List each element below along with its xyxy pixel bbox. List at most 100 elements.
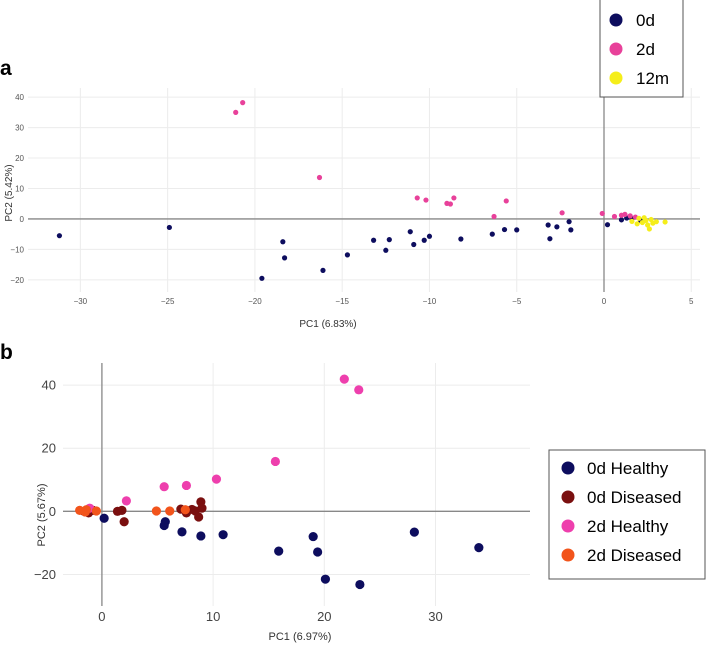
legend-marker-12m	[609, 71, 623, 85]
data-point-12m	[629, 218, 635, 224]
legend-marker-2d-diseased	[561, 548, 575, 562]
legend-label-0d-healthy: 0d Healthy	[587, 459, 669, 478]
panel-a-x-ticks: −30 −25 −20 −15 −10 −5 0 5	[74, 297, 694, 306]
data-point-0d-healthy	[160, 517, 170, 527]
data-point-0d	[259, 275, 265, 281]
data-point-2d-diseased	[81, 505, 91, 515]
data-point-12m	[641, 215, 647, 221]
x-tick-label: −30	[74, 297, 88, 306]
data-point-0d	[280, 239, 286, 245]
y-tick-label: 20	[42, 441, 56, 456]
x-tick-label: 20	[317, 609, 331, 624]
panel-b-y-ticks: −20 0 20 40	[34, 378, 56, 582]
y-tick-label: 20	[15, 154, 24, 163]
legend-label-0d: 0d	[636, 11, 655, 30]
y-tick-label: 0	[49, 504, 56, 519]
data-point-0d-diseased	[119, 517, 129, 527]
data-point-0d	[618, 217, 625, 223]
data-point-0d	[568, 227, 574, 233]
x-tick-label: 5	[689, 297, 694, 306]
data-point-0d	[281, 255, 288, 261]
data-point-2d-healthy	[181, 480, 192, 491]
data-point-0d	[407, 229, 413, 235]
legend-marker-2d-healthy	[561, 519, 575, 533]
panel-b-y-axis-label: PC2 (5.67%)	[36, 484, 48, 547]
data-point-12m	[662, 219, 668, 225]
data-point-2d-healthy	[121, 496, 131, 506]
panel-b-points	[75, 374, 484, 590]
data-point-0d	[547, 236, 553, 242]
panel-b-grid	[63, 363, 530, 606]
data-point-0d	[501, 226, 508, 233]
panel-b-scatter-plot: b 0 10 20 30 −20 0 20 40 PC1 (6.97%) PC2 (5.67…	[0, 341, 706, 643]
x-tick-label: −15	[335, 297, 349, 306]
y-tick-label: −20	[34, 567, 56, 582]
panel-b-legend: 0d Healthy 0d Diseased 2d Healthy 2d Diseas…	[548, 449, 706, 580]
x-tick-label: −25	[161, 297, 175, 306]
panel-b-legend-box	[548, 449, 706, 580]
data-point-0d-diseased	[117, 505, 127, 515]
y-tick-label: 40	[15, 93, 24, 102]
data-point-2d	[447, 201, 453, 207]
legend-marker-2d	[609, 42, 623, 56]
data-point-0d	[566, 219, 572, 225]
data-point-0d-healthy	[474, 543, 484, 553]
y-tick-label: −20	[10, 276, 24, 285]
data-point-2d	[622, 211, 628, 217]
data-point-2d	[414, 195, 420, 201]
data-point-2d	[559, 210, 565, 216]
y-tick-label: 10	[15, 184, 24, 193]
data-point-0d	[411, 241, 417, 248]
data-point-2d-healthy	[354, 385, 364, 395]
data-point-2d-diseased	[151, 506, 161, 516]
data-point-12m	[636, 215, 642, 221]
data-point-0d	[371, 237, 377, 243]
data-point-2d-diseased	[180, 505, 190, 515]
data-point-0d	[166, 224, 172, 231]
data-point-2d-healthy	[211, 474, 222, 484]
panel-a-legend: 0d 2d 12m	[599, 0, 684, 98]
data-point-0d	[545, 222, 551, 228]
panel-b-x-axis-label: PC1 (6.97%)	[269, 631, 332, 643]
panel-b-zero-axes	[63, 363, 530, 606]
legend-marker-0d-diseased	[561, 490, 575, 504]
data-point-2d	[451, 195, 457, 201]
data-point-0d	[458, 236, 464, 242]
panel-a-scatter-plot: a −30 −25 −20 −15 −10 −5 0 5 −20 −10 0 10 20 30 40 PC…	[0, 0, 700, 330]
x-tick-label: −5	[512, 297, 522, 306]
panel-a-y-ticks: −20 −10 0 10 20 30 40	[10, 93, 24, 285]
data-point-0d-healthy	[177, 527, 187, 537]
panel-a-x-axis-label: PC1 (6.83%)	[299, 319, 356, 330]
y-tick-label: 30	[15, 124, 24, 133]
x-tick-label: 0	[98, 609, 105, 624]
data-point-0d	[489, 231, 495, 237]
data-point-0d-healthy	[218, 530, 228, 540]
data-point-0d-diseased	[194, 512, 204, 522]
data-point-0d-healthy	[99, 513, 109, 523]
legend-label-0d-diseased: 0d Diseased	[587, 488, 682, 507]
data-point-0d-healthy	[308, 531, 318, 542]
legend-label-2d: 2d	[636, 40, 655, 59]
data-point-0d	[604, 222, 611, 228]
data-point-12m	[653, 219, 659, 225]
data-point-2d	[316, 174, 323, 181]
data-point-0d-healthy	[196, 531, 206, 541]
data-point-0d-healthy	[274, 546, 284, 556]
data-point-2d-healthy	[339, 374, 349, 384]
panel-a-zero-axes	[28, 0, 700, 292]
panel-a-points	[56, 100, 668, 281]
x-tick-label: −20	[248, 297, 262, 306]
data-point-0d	[514, 227, 520, 233]
data-point-12m	[646, 226, 652, 232]
data-point-12m	[634, 221, 640, 227]
y-tick-label: −10	[10, 245, 24, 254]
data-point-2d-healthy	[270, 456, 280, 467]
data-point-12m	[645, 222, 651, 228]
data-point-0d	[56, 233, 63, 239]
data-point-0d	[554, 224, 560, 230]
data-point-0d	[320, 267, 326, 273]
data-point-0d	[426, 233, 433, 239]
data-point-0d-healthy	[313, 547, 323, 557]
data-point-2d	[233, 109, 239, 115]
